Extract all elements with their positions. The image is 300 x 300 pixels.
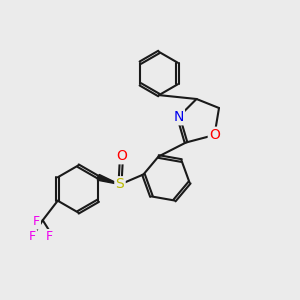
Text: N: N bbox=[173, 110, 184, 124]
Text: F: F bbox=[33, 215, 40, 228]
Text: S: S bbox=[116, 178, 124, 191]
Text: F: F bbox=[29, 230, 36, 243]
Text: F: F bbox=[46, 230, 53, 243]
Text: O: O bbox=[209, 128, 220, 142]
Text: O: O bbox=[116, 149, 127, 163]
Polygon shape bbox=[97, 175, 120, 184]
